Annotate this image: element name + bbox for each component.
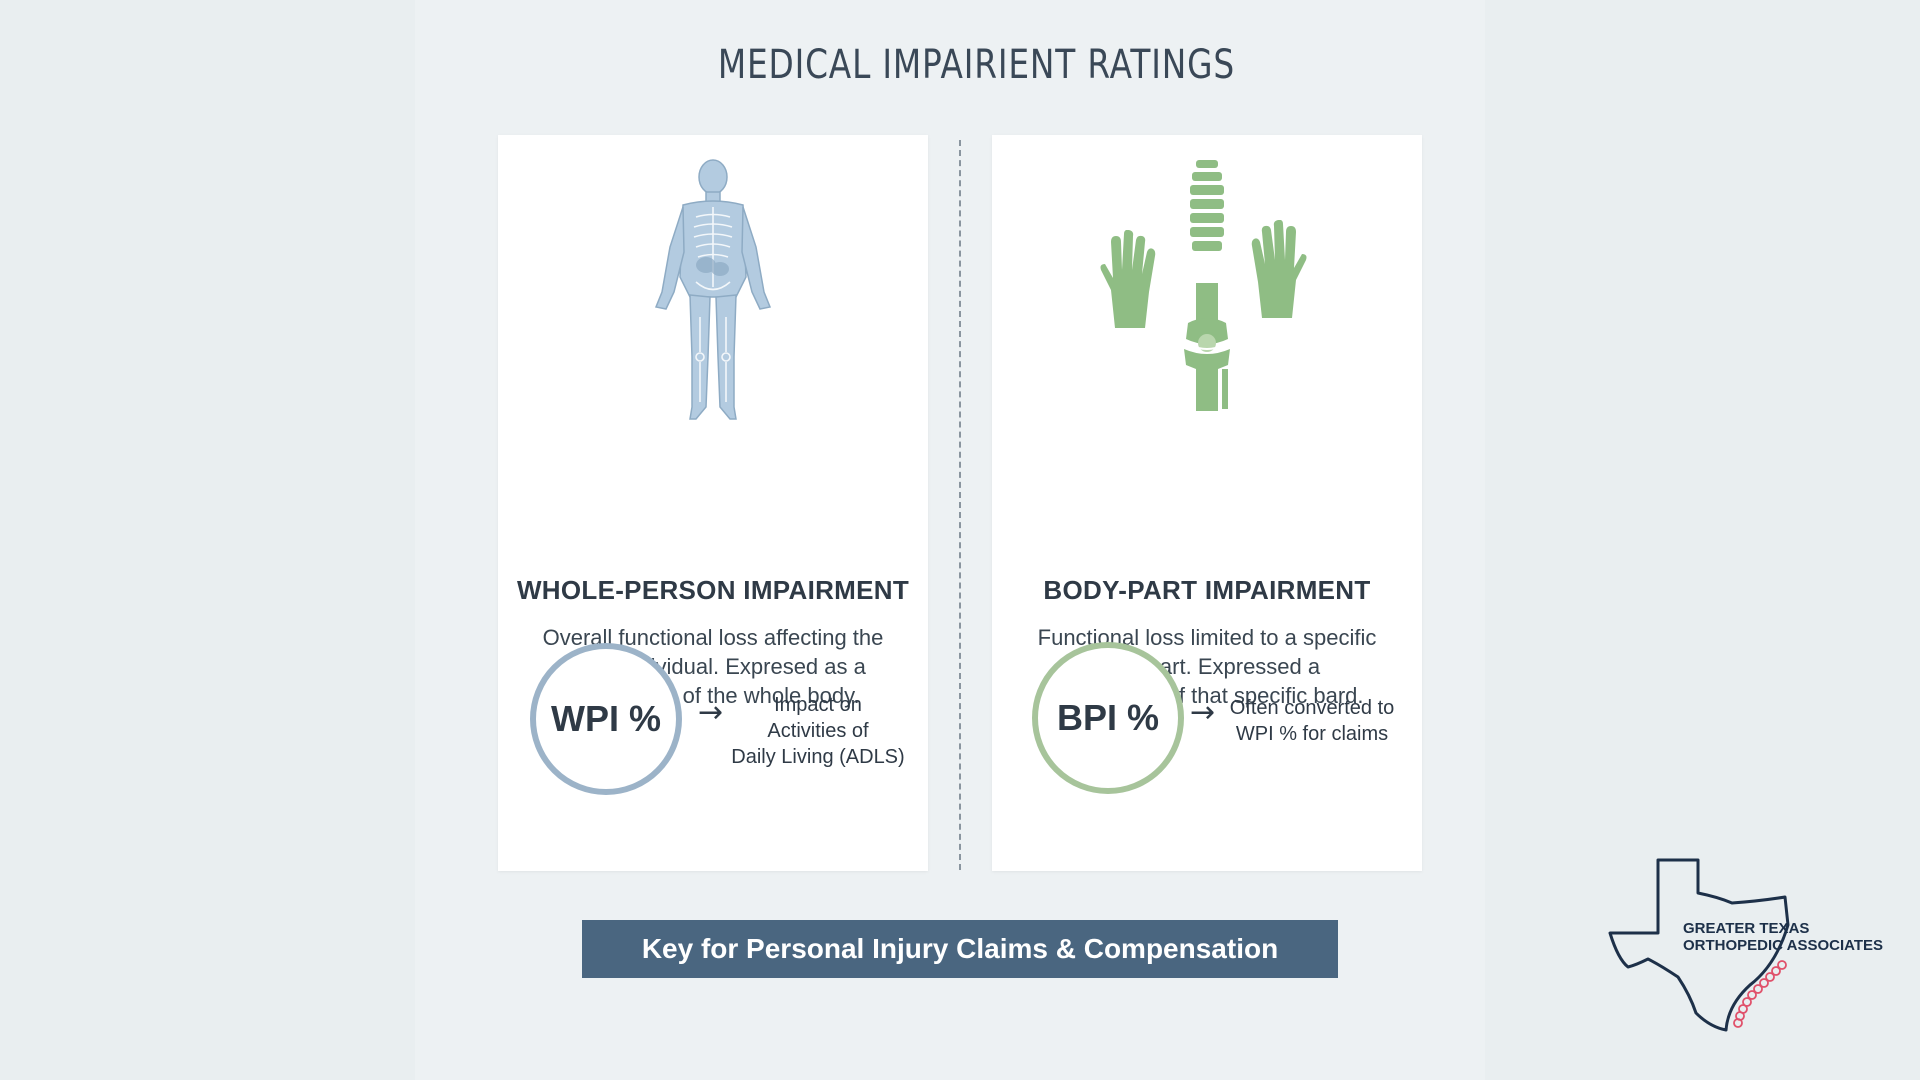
whole-person-heading: WHOLE-PERSON IMPAIRMENT <box>516 575 910 605</box>
note-line: WPI % for claims <box>1235 723 1389 745</box>
body-part-heading: BODY-PART IMPAIRMENT <box>1043 575 1371 605</box>
description-line: Functional loss limited to a specific <box>1037 625 1377 650</box>
bpi-badge: BPI % <box>1032 642 1184 794</box>
wpi-note: Impact on Activities of Daily Living (AD… <box>718 692 918 770</box>
bpi-note: Often converted to WPI % for claims <box>1212 695 1412 747</box>
spine-icon <box>1190 160 1224 251</box>
arrow-right-icon: → <box>1190 695 1216 730</box>
whole-person-card: WHOLE-PERSON IMPAIRMENT Overall function… <box>498 135 928 871</box>
dashed-divider <box>959 140 961 870</box>
skeleton-body-icon <box>654 159 772 420</box>
description-line: Overall functional loss affecting the <box>542 625 884 650</box>
body-part-card: BODY-PART IMPAIRMENT Functional loss lim… <box>992 135 1422 871</box>
hand-icon <box>1251 220 1307 318</box>
note-line: Daily Living (ADLS) <box>731 746 905 768</box>
wpi-badge: WPI % <box>530 643 682 795</box>
texas-outline-logo-icon <box>1608 858 1790 1032</box>
page-title: MEDICAL IMPAIRIENT RATINGS <box>717 42 1235 88</box>
logo-line: GREATER TEXAS <box>1683 920 1810 937</box>
logo-line: ORTHOPEDIC ASSOCIATES <box>1683 937 1884 954</box>
knee-joint-icon <box>1184 283 1230 411</box>
note-line: Activities of <box>767 720 869 742</box>
hand-icon <box>1100 230 1156 328</box>
arrow-right-icon: → <box>698 695 724 730</box>
key-banner: Key for Personal Injury Claims & Compens… <box>582 920 1338 978</box>
note-line: Often converted to <box>1229 697 1395 719</box>
note-line: Impact on <box>774 694 862 716</box>
logo-text: GREATER TEXAS ORTHOPEDIC ASSOCIATES <box>1683 920 1883 954</box>
